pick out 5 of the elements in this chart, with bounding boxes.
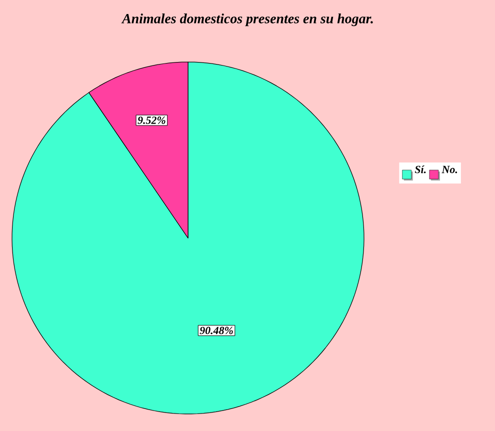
legend-label: No. <box>442 166 458 174</box>
data-label: 90.48% <box>200 326 233 334</box>
legend-label: Sí. <box>414 165 426 174</box>
data-label: 9.52% <box>138 116 166 124</box>
chart-title: Animales domesticos presentes en su hogar. <box>121 14 373 26</box>
